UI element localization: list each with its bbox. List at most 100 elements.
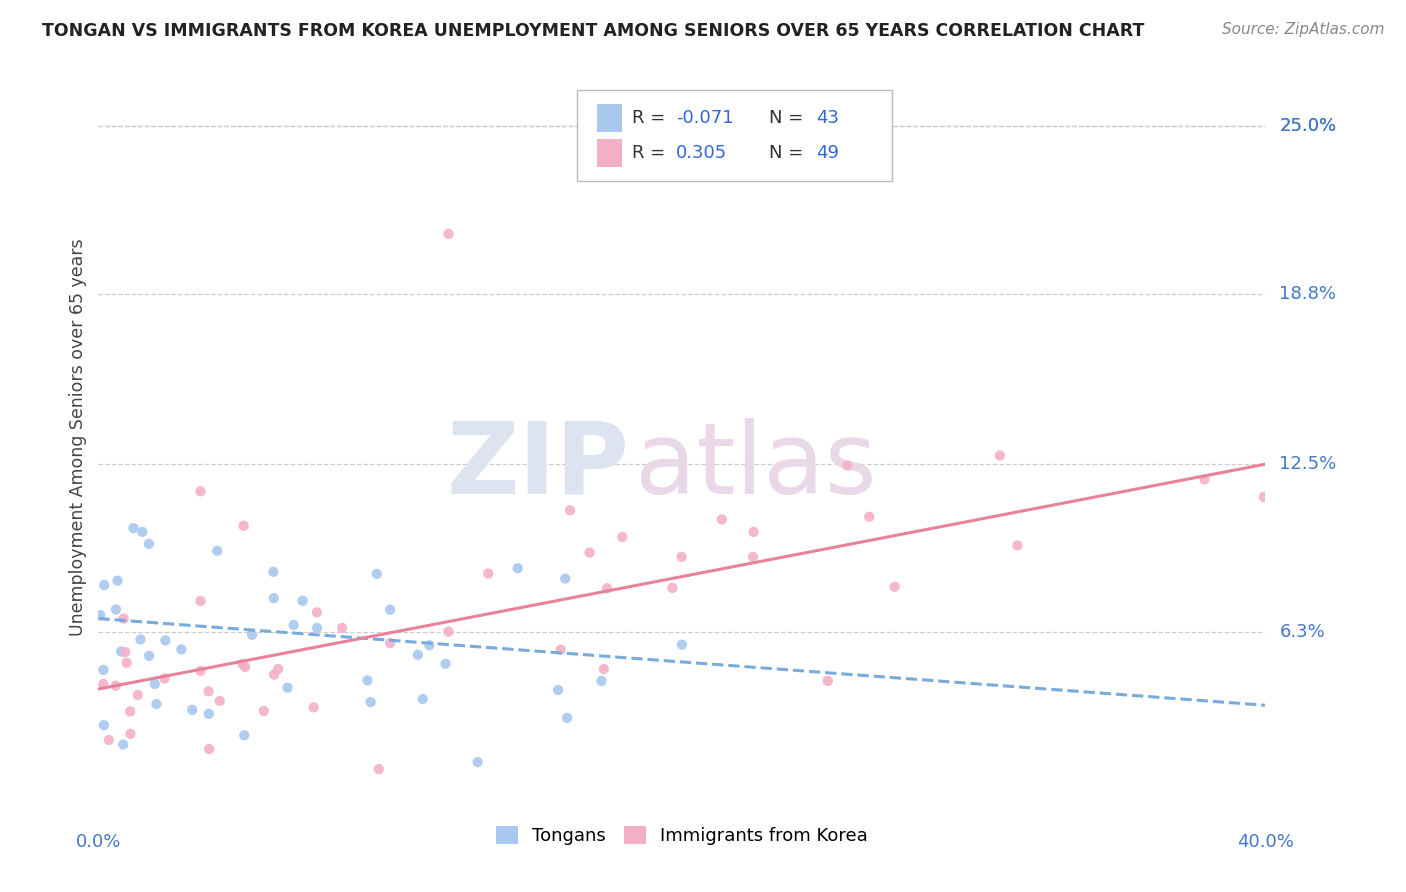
Point [558, 503, 581, 517]
Point [170, 642, 193, 657]
Point [277, 681, 299, 695]
Point [190, 484, 212, 499]
Point [988, 449, 1011, 463]
Point [253, 704, 276, 718]
Point [437, 227, 460, 241]
Point [104, 602, 127, 616]
Text: N =: N = [769, 145, 810, 162]
Point [233, 660, 256, 674]
Point [710, 512, 733, 526]
Point [120, 727, 142, 741]
Point [437, 624, 460, 639]
Text: 25.0%: 25.0% [1279, 117, 1337, 135]
Point [208, 694, 231, 708]
Point [506, 561, 529, 575]
Point [366, 566, 388, 581]
Point [197, 684, 219, 698]
Point [307, 621, 329, 635]
Text: R =: R = [631, 109, 671, 128]
Point [283, 618, 305, 632]
Y-axis label: Unemployment Among Seniors over 65 years: Unemployment Among Seniors over 65 years [69, 238, 87, 636]
Point [190, 664, 212, 678]
Text: 0.305: 0.305 [676, 145, 727, 162]
Point [93, 663, 115, 677]
Point [554, 572, 576, 586]
Text: TONGAN VS IMMIGRANTS FROM KOREA UNEMPLOYMENT AMONG SENIORS OVER 65 YEARS CORRELA: TONGAN VS IMMIGRANTS FROM KOREA UNEMPLOY… [42, 22, 1144, 40]
Point [412, 692, 434, 706]
Point [143, 677, 166, 691]
Bar [596, 104, 623, 132]
Point [138, 537, 160, 551]
Point [742, 549, 765, 564]
Text: 43: 43 [815, 109, 839, 128]
Text: atlas: atlas [636, 417, 877, 515]
Text: 6.3%: 6.3% [1279, 624, 1324, 641]
Point [91, 677, 114, 691]
Point [198, 706, 221, 721]
Point [129, 632, 152, 647]
Point [190, 594, 212, 608]
Point [302, 700, 325, 714]
Point [1253, 490, 1275, 504]
Text: 40.0%: 40.0% [1237, 833, 1294, 851]
Point [330, 621, 353, 635]
Point [93, 718, 115, 732]
Point [145, 697, 167, 711]
Point [232, 518, 254, 533]
Point [97, 733, 120, 747]
Point [155, 633, 177, 648]
Point [138, 648, 160, 663]
Point [380, 602, 402, 616]
Text: -0.071: -0.071 [676, 109, 734, 128]
Point [477, 566, 499, 581]
Point [555, 711, 578, 725]
Point [883, 580, 905, 594]
Point [1194, 472, 1216, 486]
Text: ZIP: ZIP [447, 417, 630, 515]
Text: 49: 49 [815, 145, 839, 162]
Point [858, 509, 880, 524]
Text: R =: R = [631, 145, 671, 162]
Point [122, 521, 145, 535]
Point [89, 608, 111, 623]
Point [467, 755, 489, 769]
Point [231, 657, 253, 671]
Point [406, 648, 429, 662]
Point [112, 738, 135, 752]
Point [127, 688, 149, 702]
Point [114, 645, 136, 659]
Text: 0.0%: 0.0% [76, 833, 121, 851]
Bar [596, 139, 623, 167]
Point [240, 628, 263, 642]
Point [591, 673, 613, 688]
Point [233, 728, 256, 742]
Legend: Tongans, Immigrants from Korea: Tongans, Immigrants from Korea [489, 819, 875, 852]
Point [742, 524, 765, 539]
Point [356, 673, 378, 688]
Point [671, 638, 693, 652]
Point [205, 544, 228, 558]
Point [198, 742, 221, 756]
Point [367, 762, 389, 776]
Point [115, 656, 138, 670]
Point [380, 636, 402, 650]
Point [661, 581, 683, 595]
Point [291, 594, 314, 608]
Point [263, 667, 285, 681]
Point [817, 673, 839, 688]
Point [550, 642, 572, 657]
Point [181, 703, 204, 717]
Text: 12.5%: 12.5% [1279, 455, 1337, 473]
Point [418, 638, 440, 652]
Point [592, 662, 614, 676]
Point [305, 605, 328, 619]
Point [93, 578, 115, 592]
Text: Source: ZipAtlas.com: Source: ZipAtlas.com [1222, 22, 1385, 37]
Point [107, 574, 129, 588]
Point [434, 657, 457, 671]
Point [153, 672, 176, 686]
Point [131, 524, 153, 539]
Point [1007, 538, 1029, 552]
Point [837, 458, 859, 473]
Point [120, 704, 142, 718]
